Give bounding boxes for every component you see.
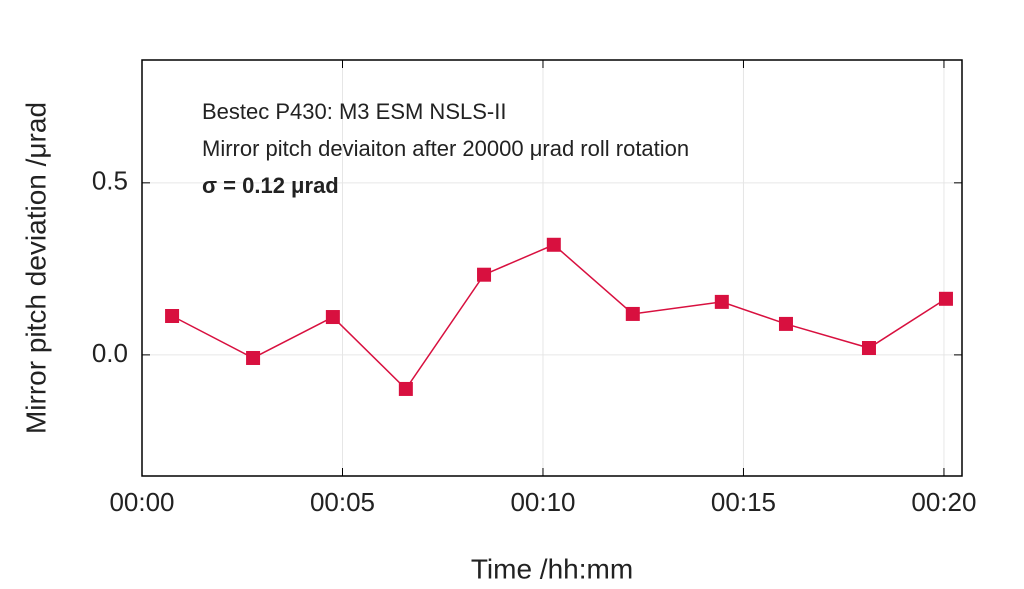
data-point [546, 237, 561, 252]
y-axis-label: Mirror pitch deviation /μrad [20, 102, 51, 434]
annotation: Mirror pitch deviaiton after 20000 μrad … [202, 136, 689, 161]
data-point [246, 350, 261, 365]
x-tick-label: 00:05 [310, 487, 375, 517]
data-point [165, 309, 180, 323]
data-point [861, 341, 876, 355]
data-point [938, 291, 953, 306]
x-tick-label: 00:15 [711, 487, 776, 517]
series-line [171, 243, 947, 391]
plot-frame [141, 59, 963, 477]
x-axis-label: Time /hh:mm [471, 553, 633, 584]
x-tick-label: 00:00 [109, 487, 174, 517]
data-point [325, 310, 340, 325]
data-point [778, 316, 793, 331]
y-tick-label: 0.0 [92, 338, 128, 368]
data-point [714, 294, 729, 309]
data-point [477, 267, 492, 282]
data-point [625, 306, 640, 321]
y-tick-label: 0.5 [92, 166, 128, 196]
x-tick-label: 00:10 [510, 487, 575, 517]
data-point [398, 381, 413, 396]
annotation: σ = 0.12 μrad [202, 173, 339, 198]
annotation: Bestec P430: M3 ESM NSLS-II [202, 99, 506, 124]
x-tick-label: 00:20 [911, 487, 976, 517]
